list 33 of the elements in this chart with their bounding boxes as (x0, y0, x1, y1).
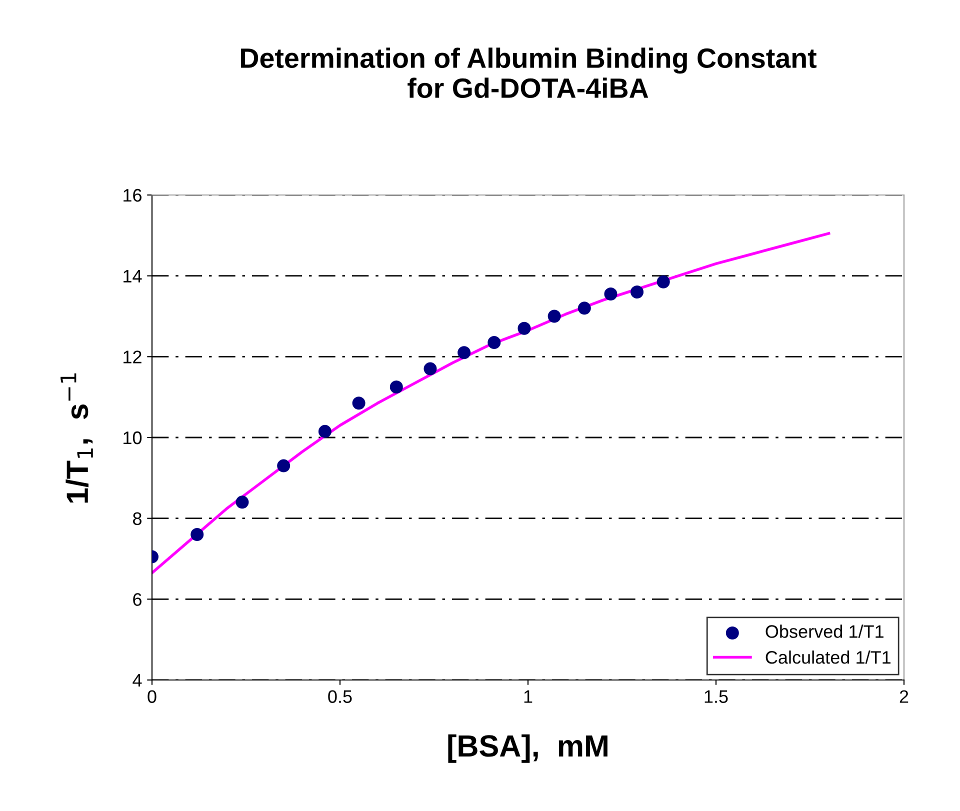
point (656, 275, 670, 288)
y-tick-label: 4 (132, 674, 142, 687)
chart-title: Determination of Albumin Binding Constant for Gd-DOTA-4iBA (241, 48, 816, 98)
y-tick-label: 12 (124, 350, 142, 364)
point (277, 459, 290, 472)
x-axis-title: [BSA], mM (448, 734, 608, 763)
x-tick-label: 1.5 (704, 690, 728, 703)
y-tick-label: 6 (133, 593, 142, 606)
y-tick-label: 14 (124, 270, 142, 282)
point (236, 496, 249, 509)
point (352, 396, 366, 410)
point (458, 346, 471, 360)
point (548, 310, 561, 323)
legend-label: Observed 1/T1 (766, 624, 884, 638)
x-tick-label: 0.5 (328, 690, 352, 703)
x-tick-label: 1 (524, 690, 532, 703)
x-tick-label: 0 (148, 690, 156, 703)
y-tick-label: 8 (133, 512, 142, 526)
y-tick-label: 16 (124, 188, 142, 202)
legend-label: Calculated 1/T1 (766, 650, 890, 664)
line-series (152, 232, 830, 574)
point (630, 285, 644, 299)
point (390, 380, 403, 394)
point (318, 424, 332, 438)
point (190, 528, 204, 542)
point (424, 362, 437, 376)
point (488, 336, 501, 350)
x-tick-label: 2 (900, 690, 908, 703)
point (604, 288, 618, 301)
point (518, 322, 531, 335)
point (578, 302, 591, 315)
y-tick-label: 10 (124, 431, 142, 444)
y-axis-title: 1/T$_{1}$, s$^{−1}$ (60, 373, 93, 503)
